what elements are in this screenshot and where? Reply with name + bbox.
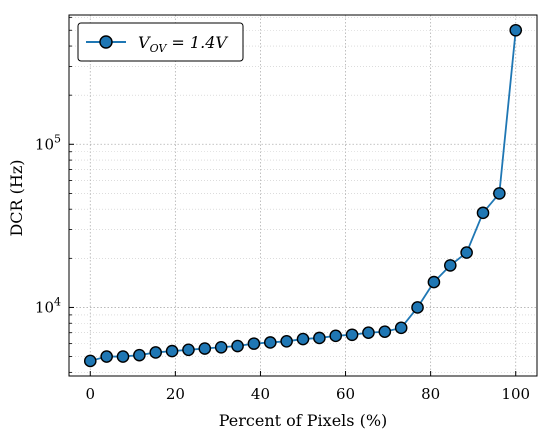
data-point [100, 350, 113, 363]
data-point [263, 336, 277, 349]
data-point [231, 339, 244, 353]
data-point [165, 344, 179, 358]
legend-entry-main: V [138, 33, 151, 52]
data-point [509, 23, 523, 37]
legend-entry-label: VOV = 1.4V [138, 33, 228, 55]
y-tick-label-exponent: 5 [54, 132, 61, 145]
series-layer [83, 23, 523, 368]
x-tick-label: 60 [336, 385, 355, 403]
data-point [443, 259, 457, 272]
x-tick-label: 40 [251, 385, 270, 403]
data-point [198, 342, 212, 355]
data-point [182, 343, 195, 357]
legend-box [77, 22, 244, 62]
data-point [313, 331, 326, 345]
data-point [345, 328, 359, 342]
data-point [460, 246, 473, 259]
data-point [247, 337, 261, 350]
y-tick-label-exponent: 4 [54, 295, 61, 308]
data-point [116, 350, 130, 363]
x-axis-label: Percent of Pixels (%) [219, 411, 388, 430]
data-point [149, 346, 163, 359]
y-tick-label-base: 10 [35, 135, 54, 153]
x-tick-label: 20 [166, 385, 185, 403]
series-line [90, 30, 517, 362]
data-point [83, 354, 97, 368]
data-point [133, 348, 146, 362]
data-point [280, 335, 293, 348]
legend: VOV = 1.4V [77, 22, 244, 62]
plot-frame [68, 14, 538, 377]
y-tick-label: 104 [35, 295, 61, 316]
legend-entry-rest: = 1.4V [166, 33, 228, 52]
data-point [394, 321, 408, 335]
y-tick-label-base: 10 [35, 298, 54, 316]
data-point [296, 332, 310, 346]
data-point [493, 187, 506, 200]
data-point [427, 275, 441, 289]
y-tick-label: 105 [35, 132, 61, 153]
data-point [411, 301, 424, 314]
x-tick-label: 80 [421, 385, 440, 403]
data-point [214, 340, 228, 354]
data-point [378, 325, 392, 339]
grid-lines [69, 15, 537, 376]
y-axis-label: DCR (Hz) [7, 159, 26, 236]
legend-entry-subscript: OV [150, 42, 168, 55]
data-point [329, 329, 343, 343]
x-tick-label: 100 [501, 385, 530, 403]
data-point [476, 206, 490, 220]
data-point [362, 326, 375, 340]
x-tick-label: 0 [85, 385, 95, 403]
legend-marker-sample [99, 35, 113, 49]
